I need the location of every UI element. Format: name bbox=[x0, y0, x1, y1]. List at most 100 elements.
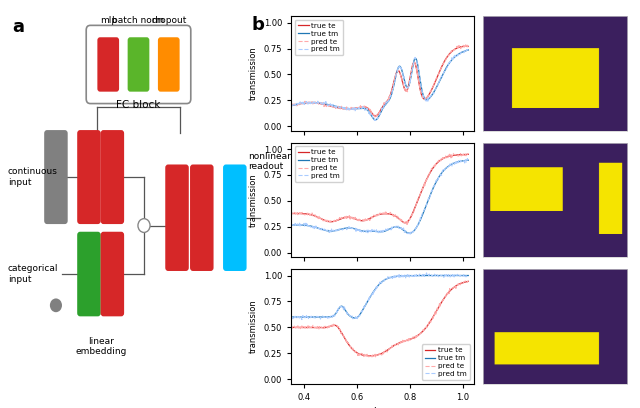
true tm bbox=[358, 309, 365, 314]
pred te bbox=[308, 213, 316, 218]
pred tm bbox=[406, 232, 414, 237]
pred te bbox=[417, 191, 424, 196]
pred te bbox=[399, 80, 407, 85]
Y-axis label: transmission: transmission bbox=[249, 47, 258, 100]
true te bbox=[417, 191, 424, 196]
true te bbox=[465, 152, 472, 157]
pred tm bbox=[308, 100, 316, 105]
pred tm bbox=[358, 309, 365, 314]
true te bbox=[465, 44, 472, 49]
true tm bbox=[287, 315, 295, 319]
true te bbox=[415, 84, 423, 89]
pred tm bbox=[287, 222, 295, 227]
pred te bbox=[403, 222, 411, 227]
pred tm bbox=[399, 73, 407, 78]
true tm bbox=[399, 72, 407, 77]
Line: pred tm: pred tm bbox=[291, 50, 468, 120]
true te bbox=[417, 88, 424, 93]
true tm bbox=[465, 158, 472, 163]
pred tm bbox=[346, 313, 353, 318]
Text: nonlinear
readout: nonlinear readout bbox=[248, 152, 291, 171]
true te bbox=[345, 106, 353, 111]
pred tm bbox=[399, 275, 407, 279]
Text: dropout: dropout bbox=[151, 16, 186, 25]
true tm bbox=[345, 226, 353, 231]
pred te bbox=[358, 351, 365, 356]
Line: true te: true te bbox=[291, 282, 468, 356]
Line: true tm: true tm bbox=[291, 160, 468, 233]
pred te bbox=[308, 100, 316, 105]
true te bbox=[417, 331, 424, 336]
Line: true tm: true tm bbox=[291, 50, 468, 120]
pred tm bbox=[371, 118, 379, 123]
Text: a: a bbox=[12, 18, 24, 35]
pred te bbox=[358, 218, 365, 223]
pred tm bbox=[423, 271, 431, 275]
true tm bbox=[399, 227, 406, 232]
pred tm bbox=[417, 215, 424, 220]
FancyBboxPatch shape bbox=[77, 130, 100, 224]
true te bbox=[372, 113, 380, 118]
true te bbox=[366, 353, 374, 358]
pred te bbox=[415, 332, 423, 337]
true tm bbox=[405, 231, 413, 236]
pred te bbox=[345, 108, 353, 113]
pred te bbox=[415, 194, 423, 199]
true tm bbox=[287, 222, 295, 227]
true te bbox=[462, 44, 470, 49]
true te bbox=[345, 215, 353, 220]
true te bbox=[415, 194, 423, 199]
pred te bbox=[308, 324, 316, 329]
pred te bbox=[417, 89, 424, 93]
Circle shape bbox=[138, 219, 150, 233]
pred te bbox=[368, 355, 376, 359]
true tm bbox=[415, 273, 423, 278]
Text: batch norm: batch norm bbox=[113, 16, 164, 25]
pred te bbox=[287, 210, 295, 215]
FancyBboxPatch shape bbox=[77, 232, 100, 316]
Text: mlp: mlp bbox=[100, 16, 116, 25]
true te bbox=[358, 218, 365, 223]
true tm bbox=[358, 106, 365, 111]
true tm bbox=[465, 273, 472, 278]
true te bbox=[415, 332, 423, 337]
true te bbox=[287, 211, 295, 216]
true tm bbox=[351, 315, 359, 320]
FancyBboxPatch shape bbox=[127, 37, 149, 92]
pred tm bbox=[345, 224, 353, 229]
FancyBboxPatch shape bbox=[100, 232, 124, 316]
pred tm bbox=[463, 156, 471, 161]
pred tm bbox=[465, 158, 472, 163]
pred tm bbox=[415, 73, 423, 78]
true tm bbox=[287, 103, 295, 108]
true te bbox=[308, 213, 316, 217]
Text: FC block: FC block bbox=[116, 100, 161, 111]
pred tm bbox=[465, 47, 472, 52]
pred tm bbox=[287, 315, 295, 320]
pred tm bbox=[399, 226, 406, 231]
Line: pred te: pred te bbox=[291, 281, 468, 357]
FancyBboxPatch shape bbox=[44, 130, 68, 224]
true tm bbox=[417, 79, 424, 84]
Text: b: b bbox=[251, 16, 264, 34]
true te bbox=[401, 220, 409, 225]
true tm bbox=[415, 219, 423, 224]
pred tm bbox=[358, 230, 365, 235]
true tm bbox=[345, 106, 353, 111]
pred tm bbox=[417, 272, 424, 277]
true te bbox=[287, 103, 295, 108]
pred te bbox=[462, 42, 470, 47]
FancyBboxPatch shape bbox=[190, 164, 214, 271]
pred te bbox=[415, 84, 423, 89]
pred tm bbox=[287, 104, 295, 109]
pred te bbox=[399, 219, 406, 224]
true te bbox=[399, 339, 407, 344]
pred te bbox=[287, 325, 295, 330]
true tm bbox=[308, 315, 316, 319]
pred te bbox=[345, 343, 353, 348]
true tm bbox=[417, 217, 424, 222]
Legend: true te, true tm, pred te, pred tm: true te, true tm, pred te, pred tm bbox=[295, 146, 343, 182]
pred te bbox=[463, 278, 470, 283]
true te bbox=[399, 82, 407, 86]
pred te bbox=[465, 151, 472, 156]
